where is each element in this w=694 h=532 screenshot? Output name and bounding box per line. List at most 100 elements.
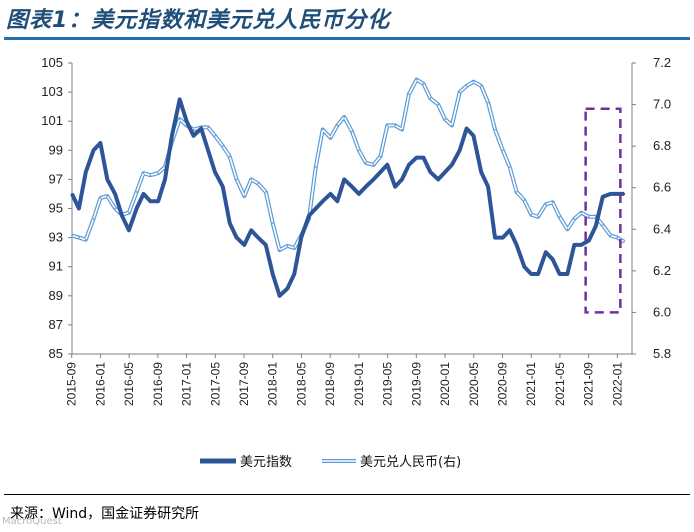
cny-point [243,195,246,197]
dxy-point [170,134,173,137]
cny-point [451,124,453,127]
dxy-point [114,192,117,195]
dxy-point [71,192,73,195]
x-tick-label: 2017-09 [237,362,251,406]
cny-point [207,126,209,129]
dxy-point [623,192,626,195]
dxy-point [530,272,533,275]
dxy-point [465,127,468,130]
cny-point [78,236,80,239]
cny-point [135,191,138,193]
dxy-point [271,272,274,275]
dxy-point [214,171,217,174]
watermark-logo: MacroQuest [2,516,62,527]
x-tick-label: 2018-01 [266,362,280,406]
dxy-point [573,243,576,246]
right-tick-label: 6.0 [653,304,671,319]
dxy-point [207,149,210,152]
cny-point [157,172,159,174]
dxy-point [314,207,317,210]
x-tick-label: 2018-09 [323,362,337,406]
highlight-dashed-box [584,107,622,314]
cny-point [523,199,526,201]
dxy-point [558,272,561,275]
dxy-point [487,185,490,188]
dxy-point [357,192,360,195]
dxy-point [192,134,195,137]
dxy-point [501,236,504,239]
dxy-point [84,171,87,174]
dxy-point [515,243,518,246]
dxy-point [264,243,267,246]
dxy-point [243,243,246,246]
left-tick-label: 89 [49,288,63,303]
cny-point [429,97,432,100]
dxy-point [379,171,382,174]
dxy-point [321,200,324,203]
dxy-point [149,200,152,203]
cny-point [444,118,446,120]
cny-point [214,134,216,137]
dxy-point [164,178,167,181]
cny-point [128,211,130,214]
cny-point [580,211,582,214]
dxy-point [221,185,224,188]
x-tick-label: 2021-01 [524,362,538,406]
x-tick-label: 2019-01 [352,362,366,406]
dxy-point [235,236,238,239]
cny-point [343,116,346,118]
dxy-point [329,192,332,195]
highlight-layer [584,107,622,314]
x-tick-label: 2017-01 [180,362,194,406]
dxy-point [415,156,418,159]
series-layer [70,77,626,298]
left-tick-label: 95 [49,201,63,216]
cny-point [623,240,626,243]
dxy-point [336,200,339,203]
left-axis-ticks: 85 87 89 91 93 95 97 99 101 103 105 [41,55,72,361]
dxy-point [127,229,130,232]
dxy-point [566,272,569,275]
cny-point [408,93,410,95]
cny-point [84,238,87,241]
cny-point [530,213,532,216]
dxy-point [601,195,604,198]
cny-point [401,128,403,131]
dxy-point [293,272,296,275]
cny-point [494,128,496,131]
dxy-point [99,142,102,145]
left-tick-label: 87 [49,317,63,332]
dxy-point [351,185,353,188]
dxy-point [185,120,188,123]
dxy-point [523,265,526,268]
dxy-point [77,207,80,210]
dxy-point [250,229,253,232]
dxy-point [494,236,497,239]
cny-point [92,218,95,220]
x-tick-label: 2017-05 [208,362,222,406]
cny-point [235,178,238,181]
source-note: 来源：Wind，国金证券研究所 [10,506,200,522]
cny-point [422,82,425,85]
cny-point [293,247,296,249]
cny-point [114,207,116,210]
cny-point [358,149,360,152]
cny-point [372,164,375,166]
dxy-point [178,98,181,101]
chart-canvas: 85 87 89 91 93 95 97 99 101 103 105 5.8 6.0 6.2 6.4 6.… [41,55,671,470]
cny-point [573,218,576,220]
cny-point [315,166,317,168]
cny-point [616,236,619,239]
dxy-point [200,127,203,130]
left-tick-label: 105 [41,55,63,70]
dxy-point [142,192,145,195]
x-tick-label: 2016-09 [151,362,165,406]
series-line-cny-inner [71,78,625,251]
cny-point [321,128,324,131]
title-underline [4,37,690,40]
cny-point [336,124,339,127]
cny-point [286,245,289,247]
cny-point [501,149,504,152]
x-tick-label: 2021-09 [582,362,596,406]
x-axis-ticks: 2015-09 2016-01 2016-05 2016-09 2017-01 2017-… [65,354,624,406]
